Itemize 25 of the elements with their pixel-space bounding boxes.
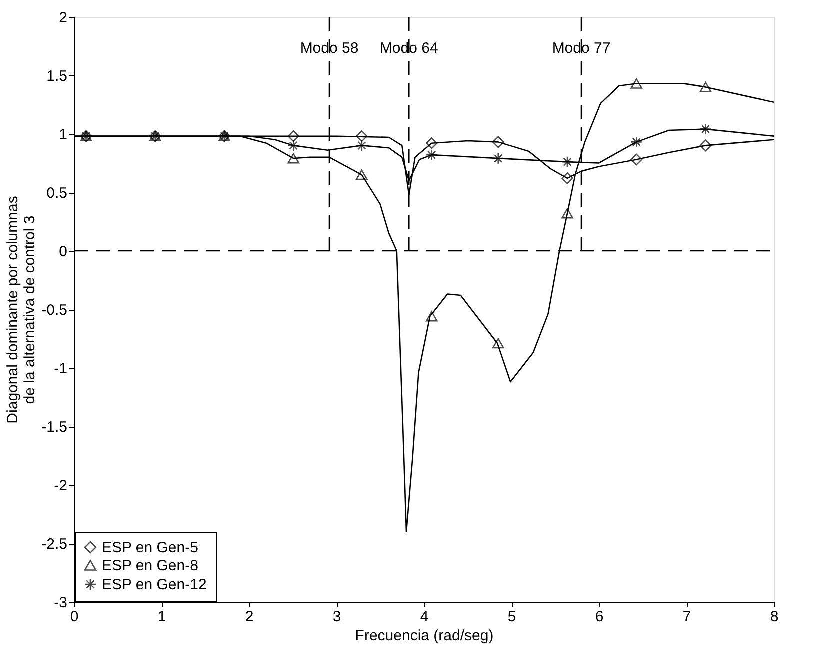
x-tick-label: 0: [70, 608, 79, 626]
y-tick-label: -2.5: [42, 536, 68, 553]
y-tick-label: -0.5: [42, 302, 68, 319]
x-tick-label: 4: [420, 608, 429, 626]
x-tick-label: 2: [245, 608, 254, 626]
x-tick-label: 6: [595, 608, 604, 626]
x-axis-title: Frecuencia (rad/seg): [355, 628, 494, 644]
y-tick-label: 1: [59, 126, 68, 144]
y-tick-label: 0: [59, 244, 68, 260]
y-tick-label: 0.5: [46, 185, 68, 202]
x-tick-label: 1: [158, 608, 166, 626]
x-tick-label: 5: [508, 608, 516, 626]
y-tick-label: -1.5: [42, 419, 68, 436]
x-tick-label: 7: [682, 608, 692, 626]
y-tick-label: -3: [54, 594, 68, 612]
legend-label: ESP en Gen-8: [102, 558, 198, 574]
y-tick-label: 2: [59, 10, 68, 26]
x-tick-label: 8: [770, 608, 779, 626]
y-tick-label: -2: [54, 478, 68, 494]
legend-label: ESP en Gen-5: [102, 540, 198, 556]
legend-label: ESP en Gen-12: [102, 576, 207, 594]
x-tick-label: 3: [332, 608, 342, 626]
y-tick-label: -1: [54, 360, 68, 378]
y-axis-title: Diagonal dominante por columnas de la alternativa de control 3: [4, 196, 39, 424]
y-tick-label: 1.5: [46, 68, 68, 85]
